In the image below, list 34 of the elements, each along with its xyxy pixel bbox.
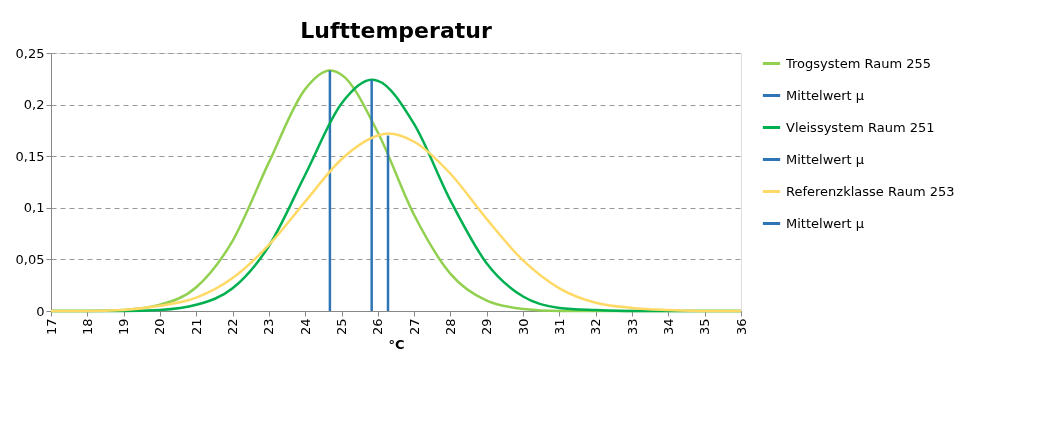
y-tick-label: 0,15 <box>15 148 45 164</box>
x-tick-label: 28 <box>442 318 458 336</box>
y-tick-label: 0,25 <box>15 45 45 61</box>
legend-label: Referenzklasse Raum 253 <box>786 183 955 199</box>
x-tick-label: 34 <box>660 318 676 336</box>
x-tick-label: 35 <box>697 318 713 336</box>
x-tick-label: 30 <box>515 318 531 336</box>
x-tick-label: 22 <box>225 318 241 336</box>
legend-label: Vleissystem Raum 251 <box>786 119 935 135</box>
x-tick-label: 31 <box>551 318 567 336</box>
y-tick-label: 0,1 <box>23 200 45 216</box>
legend-label: Mittelwert μ <box>786 151 865 167</box>
legend-label: Mittelwert μ <box>786 87 865 103</box>
x-tick-label: 26 <box>370 318 386 336</box>
legend-label: Mittelwert μ <box>786 215 865 231</box>
x-tick-label: 36 <box>733 318 749 336</box>
x-tick-label: 33 <box>624 318 640 336</box>
x-tick-label: 19 <box>116 318 132 336</box>
legend-label: Trogsystem Raum 255 <box>785 55 931 71</box>
x-tick-label: 25 <box>334 318 350 336</box>
x-tick-label: 17 <box>43 318 59 336</box>
x-tick-label: 21 <box>188 318 204 336</box>
y-tick-label: 0,05 <box>15 251 45 267</box>
x-tick-label: 20 <box>152 318 168 336</box>
x-tick-label: 18 <box>79 318 95 336</box>
chart-title: Lufttemperatur <box>300 18 492 43</box>
x-tick-label: 23 <box>261 318 277 336</box>
y-tick-label: 0,2 <box>23 97 45 113</box>
x-tick-label: 24 <box>297 318 313 336</box>
x-axis-title: °C <box>388 337 405 353</box>
x-tick-label: 32 <box>588 318 604 336</box>
x-tick-label: 29 <box>479 318 495 336</box>
x-tick-label: 27 <box>406 318 422 336</box>
y-tick-label: 0 <box>36 303 45 319</box>
